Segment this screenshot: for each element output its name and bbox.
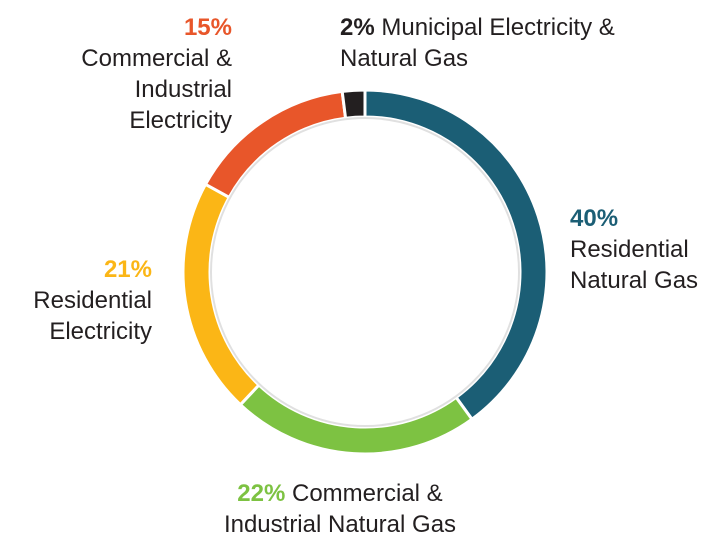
category-label: Municipal Electricity & Natural Gas (340, 14, 615, 72)
category-label: Residential Electricity (33, 287, 152, 345)
inner-edge (210, 117, 520, 427)
donut-segment (340, 88, 367, 120)
segment-label: 40% Residential Natural Gas (570, 203, 723, 296)
segment-label: 22% Commercial & Industrial Natural Gas (190, 478, 490, 540)
category-label: Commercial & Industrial Electricity (81, 45, 232, 134)
donut-segment (238, 382, 475, 456)
percent-label: 22% (237, 480, 286, 507)
category-label: Commercial & Industrial Natural Gas (223, 480, 457, 538)
percent-label: 40% (570, 205, 619, 232)
segment-label: 15% Commercial & Industrial Electricity (40, 12, 232, 136)
segment-label: 21% Residential Electricity (0, 254, 152, 347)
percent-label: 2% (340, 14, 375, 41)
segment-label: 2% Municipal Electricity & Natural Gas (340, 12, 670, 74)
percent-label: 21% (103, 256, 152, 283)
donut-segment (363, 88, 549, 422)
category-label: Residential Natural Gas (570, 236, 699, 294)
percent-label: 15% (183, 14, 232, 41)
